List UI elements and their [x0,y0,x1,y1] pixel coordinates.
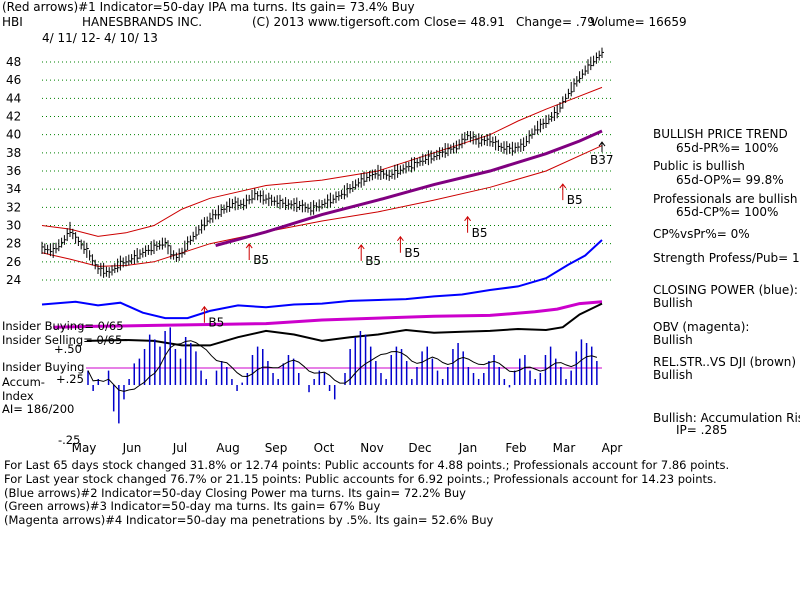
accum-ma-line [87,340,598,392]
ma-label: B37 [590,153,614,167]
trading-bands [41,86,603,267]
b5-label: B5 [567,193,583,207]
footer-green-arrows: (Green arrows)#3 Indicator=50-day ma tur… [4,499,381,513]
lower-band [41,145,603,267]
x-month-label: Oct [314,441,335,455]
accum-label: Accum- [2,375,45,389]
buy-arrow [397,235,404,253]
footer-magenta-arrows: (Magenta arrows)#4 Indicator=50-day ma p… [4,513,494,527]
x-month-label: Mar [553,441,576,455]
public-bullish: Public is bullish [653,159,745,173]
y-tick-label: 44 [6,91,21,105]
insider-buying-count: Insider Buying= 0/65 [2,319,124,333]
x-month-labels: May Jun Jul Aug Sep Oct Nov Dec Jan Feb Mar Apr [72,441,623,455]
x-month-label: Apr [602,441,623,455]
y-tick-label: 48 [6,55,21,69]
relstr-title: REL.STR..VS DJI (brown) [653,355,797,369]
pros-bullish: Professionals are bullish [653,192,798,206]
insider-buying-label: Insider Buying [2,360,85,374]
b5-label: B5 [404,246,420,260]
b5-label: B5 [253,253,269,267]
y-tick-label: 38 [6,146,21,160]
indicator-1-title: (Red arrows)#1 Indicator=50-day IPA ma t… [2,0,415,14]
closing-power-title: CLOSING POWER (blue): [653,283,798,297]
buy-arrow [559,183,567,201]
y-tick-label: 28 [6,237,21,251]
y-tick-label: 24 [6,273,21,287]
closing-power-line [41,239,603,320]
obv-value: Bullish [653,333,693,347]
copyright: (C) 2013 www.tigersoft.com [252,15,420,29]
strength-ratio: Strength Profess/Pub= 1.0 [653,252,800,265]
close-value: Close= 48.91 [424,15,505,29]
indicator-lines [41,239,603,347]
upper-band [41,86,603,237]
price-gridlines [42,61,612,281]
cp-vs-pr: CP%vsPr%= 0% [653,227,750,241]
company-name: HANESBRANDS INC. [82,15,203,29]
y-tick-label: 32 [6,200,21,214]
ip-value: IP= .285 [676,423,728,437]
buy-arrow [245,243,253,261]
b5-label: B5 [365,254,381,268]
y-tick-label: 42 [6,110,21,124]
price-series [41,47,604,278]
scale-plus-25: +.25 [56,372,84,386]
x-month-label: Jul [172,441,187,455]
footer-year: For Last year stock changed 76.7% or 21.… [4,472,717,486]
obv-line [53,300,603,329]
x-month-label: Jun [122,441,142,455]
footer-65day: For Last 65 days stock changed 31.8% or … [4,458,730,472]
x-month-label: Aug [216,441,239,455]
closing-power-value: Bullish [653,296,693,310]
x-month-label: Sep [265,441,288,455]
buy-arrow [357,244,365,261]
ticker: HBI [2,15,23,29]
signal-markers: B5 B5 B5 B5 B5 B5 B37 [201,141,614,330]
footer-blue-arrows: (Blue arrows)#2 Indicator=50-day Closing… [4,486,466,500]
y-tick-label: 36 [6,164,21,178]
relstr-value: Bullish [653,368,693,382]
index-label: Index [2,389,34,403]
x-month-label: Feb [505,441,526,455]
y-tick-label: 34 [6,182,21,196]
ma-50-day [215,129,603,247]
change-value: Change= .79 [516,15,595,29]
volume-value: Volume= 16659 [590,15,687,29]
scale-plus-50: +.50 [54,342,82,356]
y-tick-labels: 24 26 28 30 32 34 36 38 40 42 44 46 48 [6,55,21,287]
y-tick-label: 46 [6,73,21,87]
obv-title: OBV (magenta): [653,320,750,334]
insider-selling-count: Insider Selling= 0/65 [2,333,123,347]
cp-value: 65d-CP%= 100% [676,205,779,219]
pr-value: 65d-PR%= 100% [676,141,779,155]
x-month-label: Jan [458,441,478,455]
b5-label: B5 [208,316,224,330]
op-value: 65d-OP%= 99.8% [676,173,784,187]
y-tick-label: 26 [6,255,21,269]
b5-label: B5 [472,226,488,240]
accumulation-index [86,327,602,424]
buy-arrow [464,215,471,233]
x-month-label: Dec [408,441,431,455]
accum-rising: Bullish: Accumulation Risi [653,412,800,425]
ai-value: AI= 186/200 [2,402,75,416]
ma-arrow [598,141,606,153]
buy-arrow [201,305,208,323]
trend-title: BULLISH PRICE TREND [653,127,788,141]
scale-minus-25: -.25 [58,433,81,447]
date-range: 4/ 11/ 12- 4/ 10/ 13 [42,31,158,45]
y-tick-label: 30 [6,219,21,233]
y-tick-label: 40 [6,128,21,142]
rel-strength-line [86,302,603,347]
x-month-label: Nov [360,441,383,455]
x-month-label: May [72,441,97,455]
